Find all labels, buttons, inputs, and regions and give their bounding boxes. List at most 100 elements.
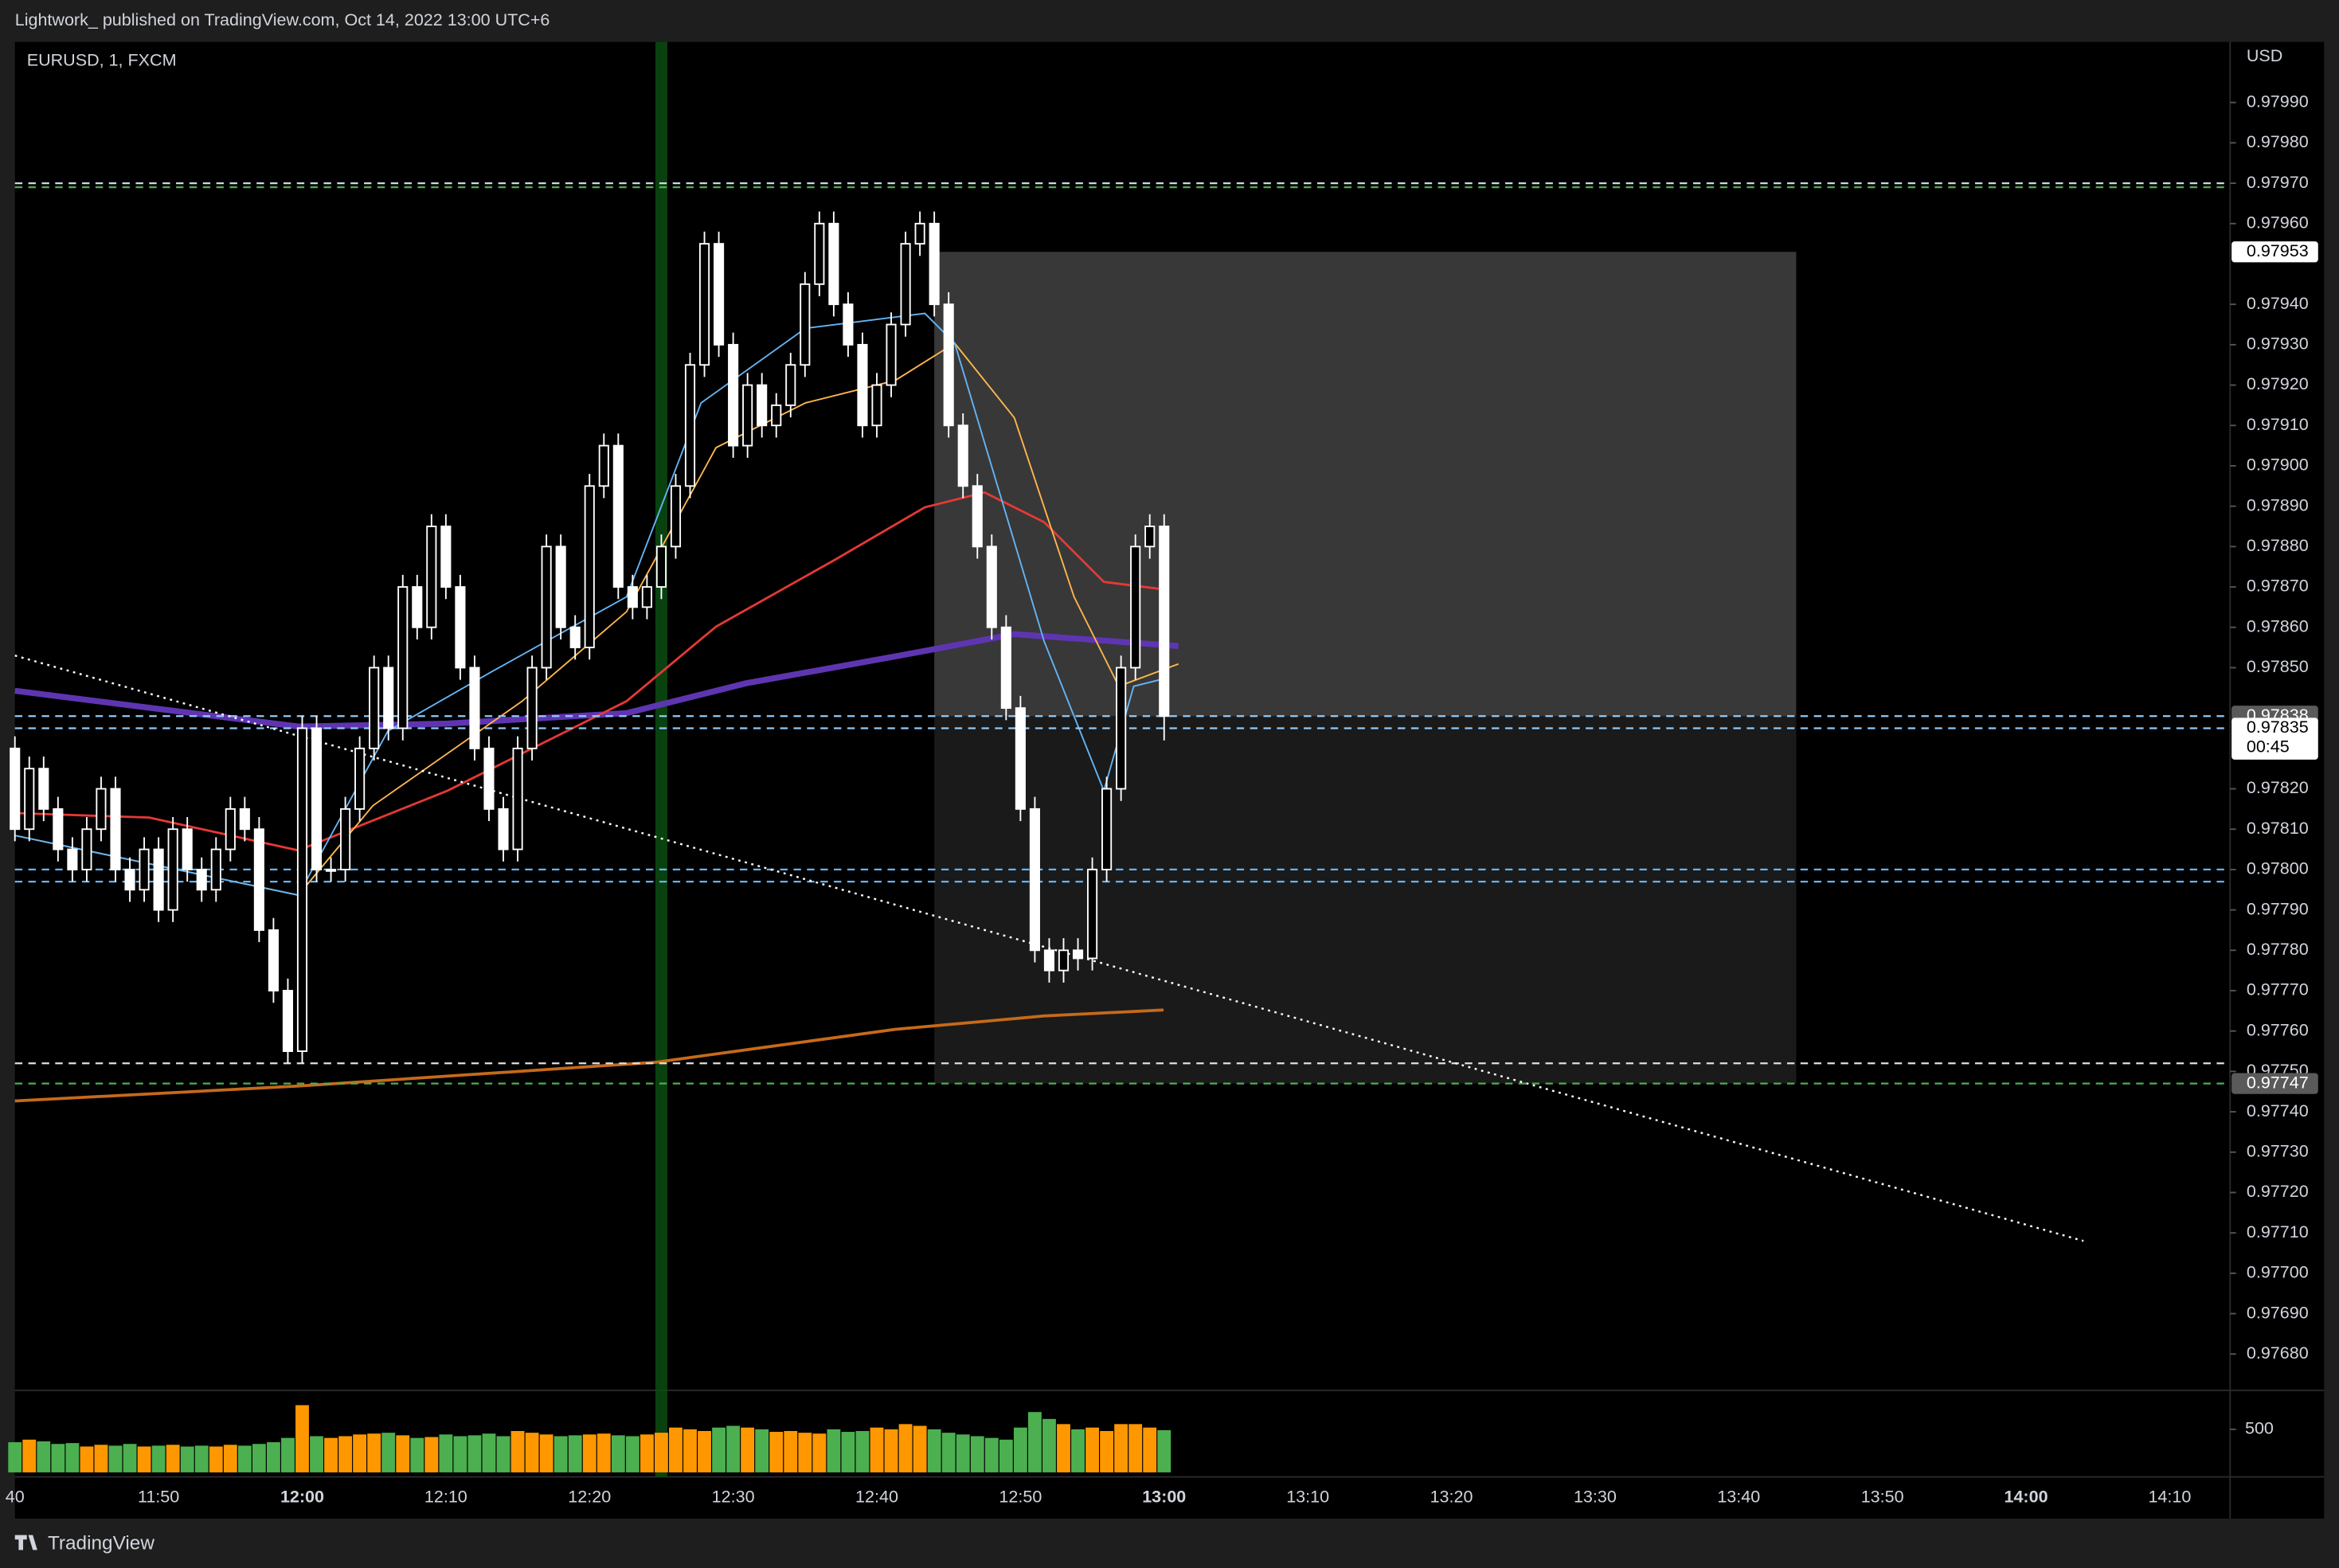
volume-bar: [1128, 1424, 1143, 1472]
candle-body: [326, 868, 337, 872]
x-tick-label: 11:50: [138, 1487, 179, 1506]
volume-bar: [1114, 1424, 1128, 1472]
candle-body: [512, 747, 523, 850]
volume-bar: [1027, 1412, 1042, 1472]
candle-body: [1144, 526, 1156, 548]
candle-body: [397, 586, 409, 729]
candle-body: [498, 807, 509, 850]
volume-bar: [741, 1427, 755, 1472]
candle-body: [1101, 788, 1113, 870]
y-tick-label: 0.97770: [2247, 980, 2309, 999]
candle-body: [541, 545, 552, 669]
candle-body: [139, 848, 150, 891]
volume-bar: [410, 1437, 424, 1472]
candle-body: [1116, 667, 1127, 790]
y-tick-label: 0.97850: [2247, 657, 2309, 676]
brand-name: TradingView: [48, 1532, 154, 1554]
volume-bar: [453, 1436, 467, 1472]
volume-bar: [496, 1436, 510, 1472]
volume-bar: [927, 1429, 941, 1472]
volume-bar: [625, 1436, 640, 1472]
volume-bar: [439, 1434, 453, 1472]
volume-bar: [22, 1439, 37, 1472]
candle-body: [96, 788, 107, 831]
candle-body: [900, 243, 911, 326]
volume-bar: [941, 1433, 956, 1472]
candle-body: [943, 303, 954, 427]
candle-body: [698, 243, 710, 366]
candle-body: [569, 626, 581, 649]
volume-bar: [266, 1442, 280, 1472]
volume-bar: [956, 1434, 970, 1472]
candle-body: [684, 364, 696, 487]
volume-bar: [1157, 1429, 1171, 1472]
candle-body: [153, 848, 164, 911]
position-target-zone: [934, 252, 1797, 717]
candle-body: [296, 727, 308, 1052]
candle-body: [81, 828, 92, 870]
volume-bar: [353, 1434, 367, 1472]
x-tick-label: 12:50: [999, 1487, 1042, 1506]
y-tick-label: 0.97980: [2247, 132, 2309, 151]
candle-body: [1087, 868, 1098, 960]
volume-bar: [295, 1405, 309, 1472]
y-tick-label: 0.97940: [2247, 294, 2309, 313]
volume-bar: [769, 1432, 784, 1472]
y-tick-label: 0.97910: [2247, 415, 2309, 434]
candle-body: [38, 768, 49, 810]
y-tick-label: 0.97920: [2247, 374, 2309, 393]
y-tick-label: 0.97970: [2247, 173, 2309, 192]
chart-area: [14, 41, 2325, 1519]
candle-body: [728, 343, 739, 447]
volume-tick-label: 500: [2245, 1419, 2274, 1438]
ma-brown: [14, 1008, 1164, 1103]
candle-body: [771, 404, 782, 427]
symbol: EURUSD, 1, FXCM: [27, 51, 177, 70]
y-tick-label: 0.97880: [2247, 536, 2309, 555]
x-tick-label: 40: [6, 1487, 25, 1506]
candle-body: [455, 586, 466, 669]
candle-body: [814, 222, 825, 285]
volume-bar: [655, 1433, 668, 1472]
brand: TradingView: [14, 1532, 154, 1554]
candle-body: [986, 545, 997, 628]
y-tick-label: 0.97790: [2247, 899, 2309, 918]
y-tick-label: 0.97820: [2247, 778, 2309, 797]
price-badge-label: 0.97953: [2247, 241, 2309, 260]
candle-body: [182, 828, 193, 870]
price-badge: [2231, 241, 2318, 263]
volume-bar: [611, 1435, 625, 1472]
candle-body: [167, 828, 178, 911]
candle-body: [1058, 949, 1070, 972]
candle-body: [1043, 949, 1055, 972]
volume-bar: [898, 1424, 913, 1472]
candle-body: [225, 807, 236, 850]
candle-body: [383, 667, 394, 729]
volume-bar: [525, 1433, 539, 1472]
candle-body: [627, 586, 638, 608]
volume-bar: [855, 1430, 870, 1472]
volume-bar: [482, 1433, 496, 1472]
position-stop-zone: [934, 716, 1797, 1084]
volume-bar: [870, 1427, 884, 1472]
x-tick-label: 13:30: [1574, 1487, 1617, 1506]
price-badge-label: 0.97835: [2247, 718, 2309, 737]
volume-bar: [381, 1433, 396, 1472]
y-tick-label: 0.97870: [2247, 577, 2309, 596]
volume-bar: [51, 1444, 65, 1472]
candle-body: [1072, 949, 1084, 960]
volume-bar: [424, 1437, 439, 1472]
volume-bar: [812, 1433, 827, 1472]
candle-body: [196, 868, 207, 891]
candle-body: [53, 807, 64, 850]
candle-body: [10, 747, 21, 831]
candle-body: [426, 526, 437, 628]
candle-body: [282, 990, 294, 1052]
x-tick-label: 12:10: [424, 1487, 467, 1506]
volume-bar: [755, 1429, 769, 1472]
y-tick-label: 0.97760: [2247, 1020, 2309, 1039]
candle-body: [239, 807, 250, 831]
price-badge: [2231, 1073, 2318, 1094]
ma-purple: [14, 631, 1179, 730]
volume-bar: [539, 1434, 553, 1472]
